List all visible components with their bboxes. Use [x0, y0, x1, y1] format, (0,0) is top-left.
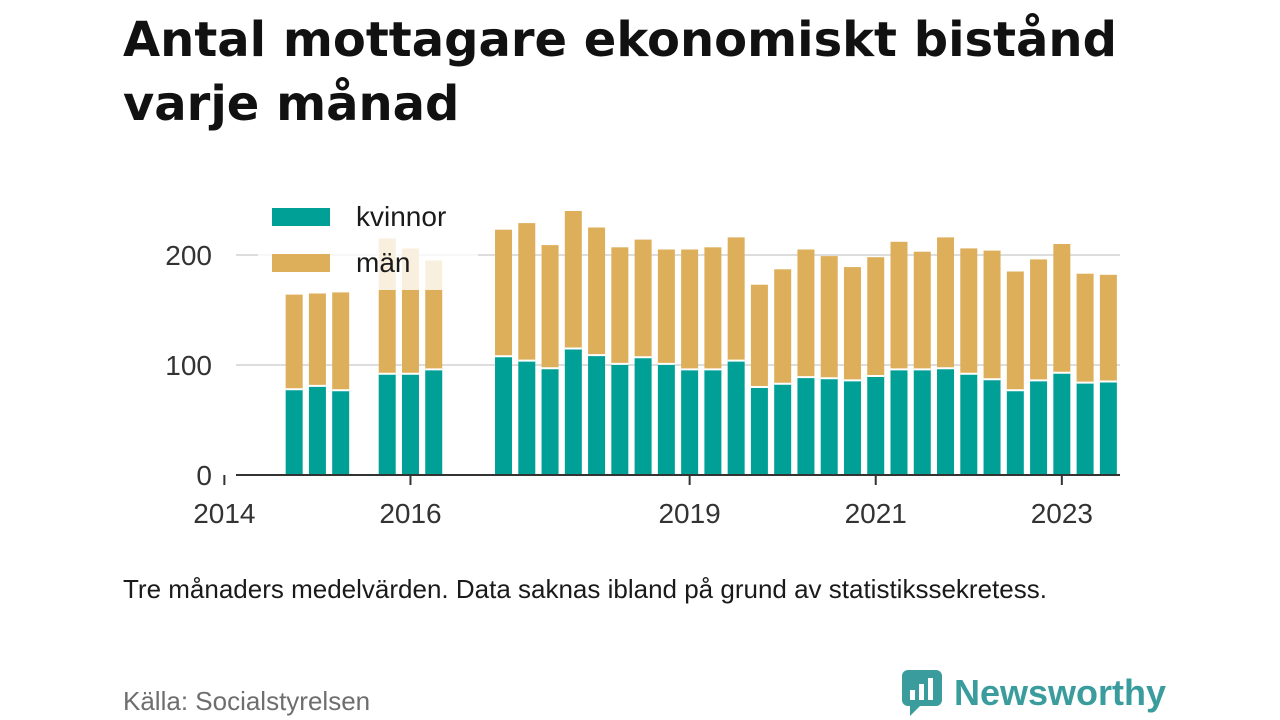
bar-kvinnor — [774, 383, 792, 475]
bar-kvinnor — [820, 378, 838, 475]
bar-kvinnor — [797, 377, 815, 475]
stacked-bar-chart: 0 100 200 2014 2016 2019 2021 2023 kvinnor män — [165, 201, 1120, 529]
bar-man — [634, 239, 652, 358]
y-tick-label: 200 — [165, 240, 212, 271]
x-tick-label: 2016 — [379, 498, 441, 529]
chart-caption: Tre månaders medelvärden. Data saknas ib… — [123, 574, 1047, 604]
bar-kvinnor — [1030, 380, 1048, 475]
bar-man — [1053, 244, 1071, 373]
bar-kvinnor — [401, 373, 419, 475]
bar-man — [332, 292, 350, 391]
bar-man — [704, 247, 722, 370]
bar-kvinnor — [1006, 390, 1024, 475]
bar-man — [518, 223, 536, 361]
bar-man — [564, 211, 582, 349]
bar-man — [541, 245, 559, 369]
x-tick-label: 2014 — [193, 498, 255, 529]
bar-kvinnor — [518, 360, 536, 475]
bar-man — [983, 250, 1001, 380]
bar-man — [1099, 274, 1117, 382]
legend-label: kvinnor — [356, 201, 446, 232]
bar-kvinnor — [960, 373, 978, 475]
bar-man — [890, 241, 908, 370]
bar-kvinnor — [1099, 381, 1117, 475]
bar-man — [1006, 271, 1024, 391]
bar-man — [867, 257, 885, 376]
bar-kvinnor — [308, 385, 326, 475]
bar-kvinnor — [564, 348, 582, 475]
chart-title: Antal mottagare ekonomiskt bistånd varje… — [123, 12, 1117, 132]
bar-man — [820, 256, 838, 379]
source-note: Källa: Socialstyrelsen — [123, 686, 371, 716]
bar-man — [285, 294, 303, 390]
bar-kvinnor — [285, 389, 303, 475]
legend-swatch — [272, 208, 330, 226]
bar-kvinnor — [332, 390, 350, 475]
bar-man — [913, 251, 931, 370]
bar-man — [611, 247, 629, 364]
bar-man — [657, 249, 675, 364]
bar-kvinnor — [541, 368, 559, 475]
bar-man — [750, 284, 768, 387]
x-tick-label: 2019 — [658, 498, 720, 529]
bar-kvinnor — [937, 368, 955, 475]
bar-kvinnor — [657, 363, 675, 475]
x-tick-label: 2021 — [845, 498, 907, 529]
bar-kvinnor — [727, 360, 745, 475]
bar-man — [727, 237, 745, 361]
bar-man — [1030, 259, 1048, 381]
brand-name: Newsworthy — [954, 672, 1167, 713]
y-tick-label: 0 — [196, 460, 212, 491]
legend-swatch — [272, 254, 330, 272]
bar-man — [681, 249, 699, 370]
bar-man — [495, 229, 513, 357]
bar-man — [1076, 273, 1094, 383]
x-tick-label: 2023 — [1031, 498, 1093, 529]
bar-kvinnor — [495, 356, 513, 475]
bar-kvinnor — [1076, 382, 1094, 475]
bar-kvinnor — [378, 373, 396, 475]
bar-kvinnor — [843, 380, 861, 475]
bar-kvinnor — [913, 369, 931, 475]
bar-kvinnor — [634, 357, 652, 475]
bar-kvinnor — [425, 369, 443, 475]
bar-man — [937, 237, 955, 369]
bar-kvinnor — [681, 369, 699, 475]
bar-man — [960, 248, 978, 374]
bar-man — [774, 269, 792, 384]
bar-kvinnor — [890, 369, 908, 475]
bar-kvinnor — [867, 376, 885, 475]
bar-kvinnor — [1053, 372, 1071, 475]
brand-logo[interactable]: Newsworthy — [902, 670, 1166, 716]
legend-label: män — [356, 247, 410, 278]
bar-chart-speech-bubble-icon — [902, 670, 942, 716]
y-tick-label: 100 — [165, 350, 212, 381]
bar-man — [843, 267, 861, 381]
bar-kvinnor — [983, 379, 1001, 475]
bar-kvinnor — [588, 355, 606, 475]
bar-kvinnor — [704, 369, 722, 475]
bar-man — [308, 293, 326, 386]
bar-man — [588, 227, 606, 356]
bar-man — [797, 249, 815, 378]
bar-kvinnor — [611, 363, 629, 475]
bar-kvinnor — [750, 387, 768, 475]
